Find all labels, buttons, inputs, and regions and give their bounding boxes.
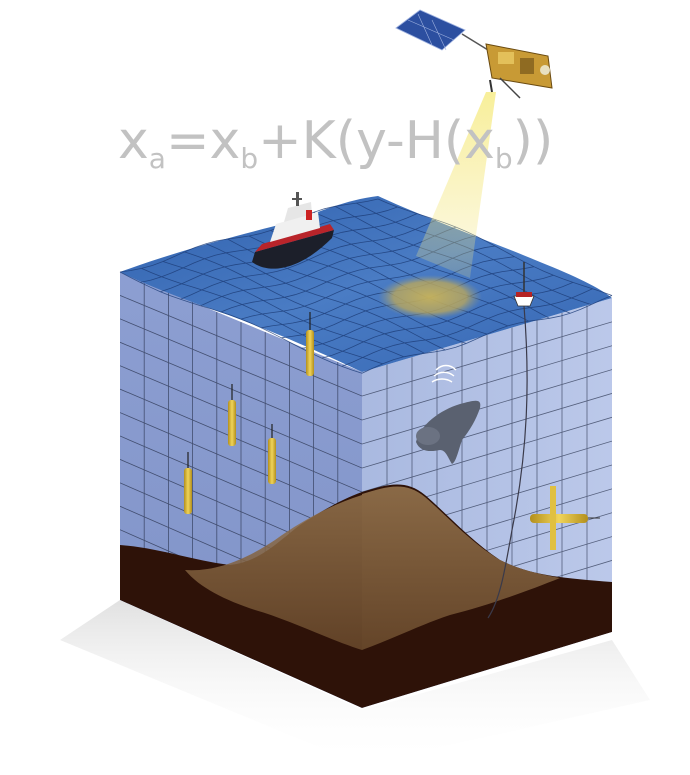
tagged-seal-icon — [416, 364, 481, 464]
grid-line — [362, 321, 612, 397]
ground-shadow — [60, 600, 650, 765]
grid-line — [120, 341, 362, 445]
surface-grid-line — [361, 295, 613, 374]
profiling-float-icon — [228, 384, 236, 446]
profiling-float-icon — [306, 312, 314, 376]
grid-line — [120, 388, 362, 493]
satellite-footprint — [378, 275, 482, 319]
seabed-front-sand — [185, 495, 362, 650]
grid-line — [120, 365, 362, 469]
grid-line — [362, 345, 612, 421]
assimilation-formula: xa=xb+K(y-H(xb)) — [118, 111, 553, 175]
seabed-side-sand — [362, 486, 560, 650]
side-face — [362, 298, 612, 708]
profiling-float-icon — [184, 452, 192, 514]
front-face — [120, 272, 362, 708]
research-vessel-icon — [252, 192, 334, 269]
ocean-surface — [119, 196, 613, 374]
surface-grid-line — [377, 198, 613, 296]
grid-line — [362, 369, 612, 445]
grid-line — [362, 416, 612, 493]
grid-line — [120, 318, 362, 421]
underwater-glider-icon — [530, 486, 600, 550]
mooring-line — [487, 305, 528, 619]
moored-buoy-icon — [513, 262, 535, 307]
grid-line — [120, 412, 362, 517]
grid-line — [362, 393, 612, 469]
satellite-beam — [416, 92, 496, 278]
surface-grid-line — [341, 288, 593, 367]
grid-line — [120, 295, 362, 397]
profiling-float-icon — [268, 424, 276, 484]
satellite-icon — [395, 9, 553, 99]
